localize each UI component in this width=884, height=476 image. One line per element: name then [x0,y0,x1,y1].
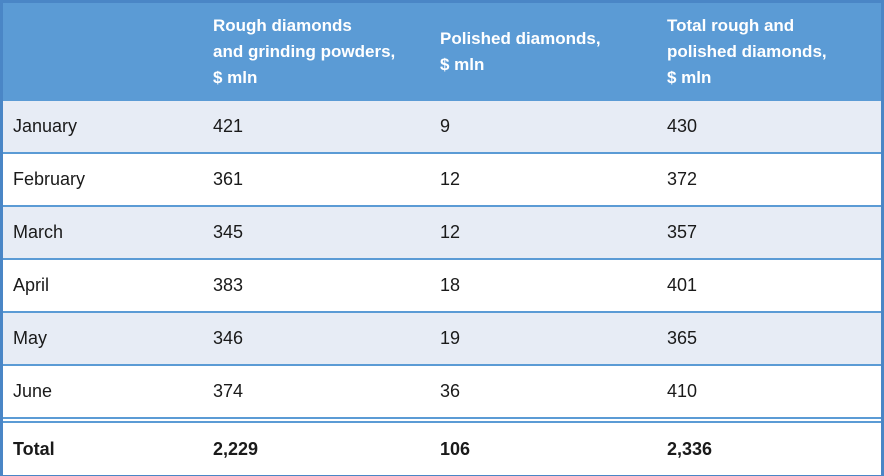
rough-total: 2,229 [203,420,430,475]
polished-total: 106 [430,420,657,475]
rough-cell: 361 [203,153,430,207]
column-header-line: Total rough and [667,16,795,35]
exports-table: Rough diamonds and grinding powders, $ mln… [3,3,881,475]
column-header: Total rough and polished diamonds, $ mln [657,3,881,101]
total-cell: 372 [657,153,881,207]
column-header-line: $ mln [440,55,485,74]
total-cell: 365 [657,312,881,366]
column-header-line: $ mln [667,68,712,87]
polished-cell: 9 [430,101,657,154]
polished-cell: 12 [430,206,657,260]
table-row: June 374 36 410 [3,365,881,423]
total-cell: 401 [657,259,881,313]
polished-cell: 12 [430,153,657,207]
header-row: Rough diamonds and grinding powders, $ mln… [3,3,881,101]
rough-cell: 374 [203,365,430,423]
rough-cell: 383 [203,259,430,313]
column-header-line: and grinding powders, [213,42,396,61]
total-cell: 357 [657,206,881,260]
total-cell: 410 [657,365,881,423]
table-row: February 361 12 372 [3,153,881,207]
table-row: May 346 19 365 [3,312,881,366]
column-header-line: polished diamonds, [667,42,827,61]
column-header: Polished diamonds, $ mln [430,3,657,101]
total-row: Total 2,229 106 2,336 [3,420,881,475]
grand-total: 2,336 [657,420,881,475]
month-cell: June [3,365,203,423]
column-header [3,3,203,101]
table-row: March 345 12 357 [3,206,881,260]
total-cell: 430 [657,101,881,154]
polished-cell: 36 [430,365,657,423]
rough-cell: 345 [203,206,430,260]
column-header-line: Polished diamonds, [440,29,601,48]
month-cell: April [3,259,203,313]
month-cell: March [3,206,203,260]
table-body: January 421 9 430 February 361 12 372 Ma… [3,101,881,423]
column-header-line: $ mln [213,68,258,87]
polished-cell: 18 [430,259,657,313]
table-row: January 421 9 430 [3,101,881,154]
month-cell: May [3,312,203,366]
column-header-line: Rough diamonds [213,16,352,35]
polished-cell: 19 [430,312,657,366]
column-header: Rough diamonds and grinding powders, $ mln [203,3,430,101]
rough-cell: 346 [203,312,430,366]
month-cell: February [3,153,203,207]
total-label: Total [3,420,203,475]
rough-cell: 421 [203,101,430,154]
month-cell: January [3,101,203,154]
table-row: April 383 18 401 [3,259,881,313]
